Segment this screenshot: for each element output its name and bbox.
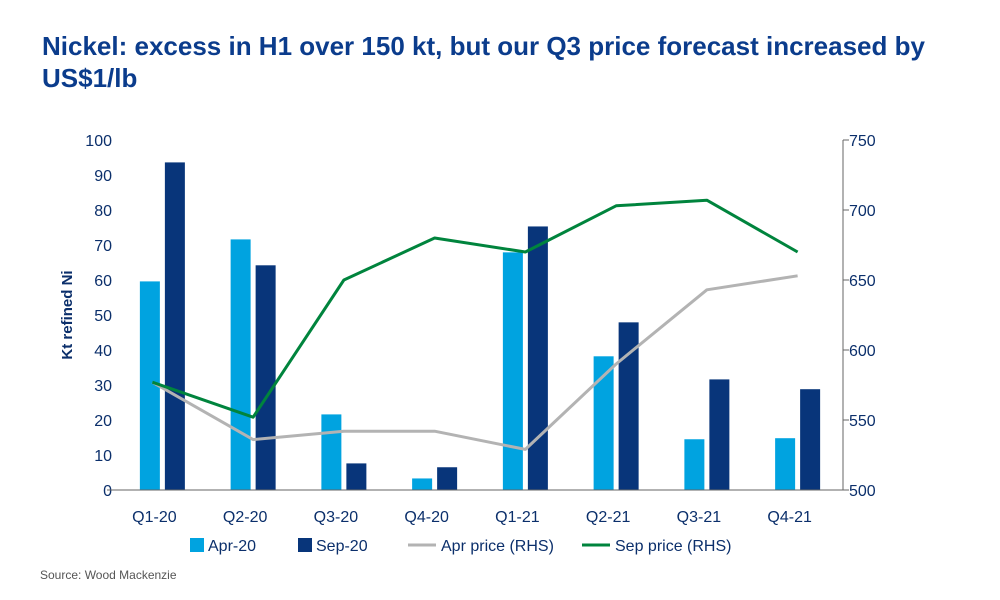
bar-apr-20 — [593, 356, 614, 490]
bar-sep-20 — [164, 162, 185, 490]
y-tick-label: 20 — [94, 413, 112, 430]
bar-sep-20 — [437, 467, 458, 490]
y-axis-label: Kt refined Ni — [59, 270, 76, 359]
y2-tick-label: 700 — [849, 203, 876, 220]
bar-sep-20 — [346, 463, 367, 490]
legend-label: Sep price (RHS) — [615, 538, 731, 555]
bar-apr-20 — [321, 414, 342, 490]
x-tick-label: Q4-20 — [404, 509, 449, 526]
y-tick-label: 70 — [94, 238, 112, 255]
bar-sep-20 — [618, 322, 639, 490]
y-tick-label: 60 — [94, 273, 112, 290]
bar-sep-20 — [709, 379, 730, 490]
bar-sep-20 — [800, 389, 821, 490]
x-tick-label: Q2-20 — [223, 509, 268, 526]
legend-label: Apr-20 — [208, 538, 256, 555]
bar-apr-20 — [775, 438, 796, 490]
y2-tick-label: 550 — [849, 413, 876, 430]
line-sep-price-rhs- — [151, 198, 799, 419]
y-tick-label: 90 — [94, 168, 112, 185]
bar-apr-20 — [684, 439, 705, 490]
y-tick-label: 0 — [103, 483, 112, 500]
y2-tick-label: 600 — [849, 343, 876, 360]
y-tick-label: 10 — [94, 448, 112, 465]
y-tick-label: 100 — [85, 133, 112, 150]
bar-apr-20 — [230, 239, 251, 490]
chart-title: Nickel: excess in H1 over 150 kt, but ou… — [42, 31, 925, 93]
x-tick-label: Q1-20 — [132, 509, 177, 526]
source-note: Source: Wood Mackenzie — [40, 568, 177, 582]
legend-label: Sep-20 — [316, 538, 368, 555]
bar-apr-20 — [412, 478, 433, 490]
y-tick-label: 80 — [94, 203, 112, 220]
y2-tick-label: 650 — [849, 273, 876, 290]
legend-label: Apr price (RHS) — [441, 538, 554, 555]
bar-apr-20 — [502, 252, 523, 490]
x-tick-label: Q2-21 — [586, 509, 631, 526]
bar-sep-20 — [527, 226, 548, 490]
legend-swatch — [298, 538, 312, 552]
x-tick-label: Q3-20 — [314, 509, 359, 526]
line-apr-price-rhs- — [151, 274, 798, 451]
y-tick-label: 30 — [94, 378, 112, 395]
y-tick-label: 50 — [94, 308, 112, 325]
y2-tick-label: 750 — [849, 133, 876, 150]
y-tick-label: 40 — [94, 343, 112, 360]
x-tick-label: Q4-21 — [767, 509, 812, 526]
bar-apr-20 — [139, 281, 160, 490]
bar-sep-20 — [255, 265, 276, 490]
legend-swatch — [190, 538, 204, 552]
y2-tick-label: 500 — [849, 483, 876, 500]
x-tick-label: Q1-21 — [495, 509, 540, 526]
x-tick-label: Q3-21 — [677, 509, 722, 526]
